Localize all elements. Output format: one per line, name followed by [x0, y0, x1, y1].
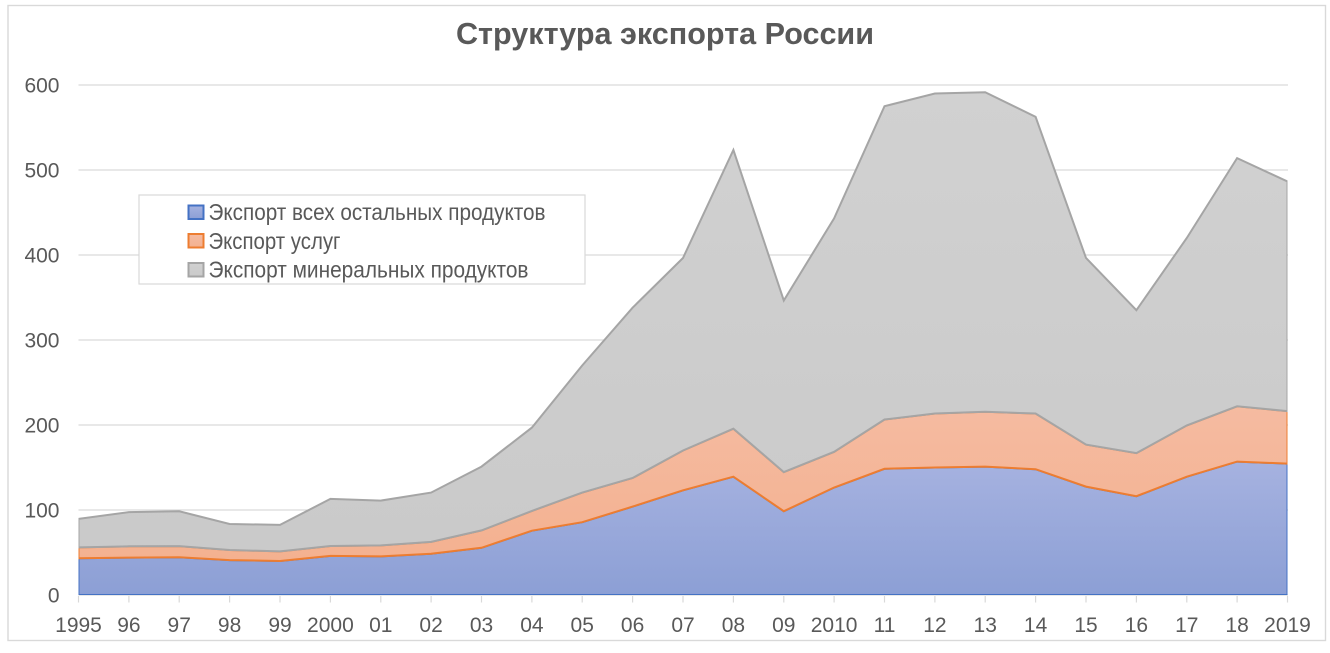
svg-text:Структура экспорта России: Структура экспорта России — [456, 16, 874, 51]
svg-text:98: 98 — [218, 614, 241, 637]
svg-text:Экспорт всех остальных продукт: Экспорт всех остальных продуктов — [209, 199, 546, 225]
svg-text:400: 400 — [24, 245, 59, 268]
svg-text:01: 01 — [369, 614, 392, 637]
svg-text:11: 11 — [874, 614, 896, 637]
svg-text:2000: 2000 — [307, 614, 354, 637]
svg-text:0: 0 — [48, 585, 60, 608]
svg-text:05: 05 — [571, 614, 594, 637]
svg-text:12: 12 — [923, 614, 946, 637]
svg-text:14: 14 — [1024, 614, 1048, 637]
svg-text:17: 17 — [1175, 614, 1198, 637]
svg-text:18: 18 — [1225, 614, 1248, 637]
svg-text:07: 07 — [671, 614, 694, 637]
svg-text:99: 99 — [268, 614, 291, 637]
svg-text:13: 13 — [974, 614, 997, 637]
svg-text:Экспорт услуг: Экспорт услуг — [209, 228, 341, 254]
svg-text:2019: 2019 — [1264, 614, 1311, 637]
svg-text:03: 03 — [470, 614, 493, 637]
svg-text:09: 09 — [772, 614, 795, 637]
svg-text:100: 100 — [24, 500, 59, 523]
svg-text:04: 04 — [520, 614, 544, 637]
svg-text:08: 08 — [722, 614, 745, 637]
svg-text:2010: 2010 — [811, 614, 858, 637]
svg-text:Экспорт минеральных продуктов: Экспорт минеральных продуктов — [209, 257, 529, 283]
svg-text:06: 06 — [621, 614, 644, 637]
svg-text:300: 300 — [24, 330, 59, 353]
svg-text:200: 200 — [24, 415, 59, 438]
svg-text:15: 15 — [1074, 614, 1097, 637]
svg-text:500: 500 — [24, 160, 59, 183]
svg-text:1995: 1995 — [55, 614, 102, 637]
svg-text:96: 96 — [117, 614, 140, 637]
svg-text:97: 97 — [168, 614, 191, 637]
svg-text:600: 600 — [24, 75, 59, 98]
svg-text:02: 02 — [419, 614, 442, 637]
svg-text:16: 16 — [1125, 614, 1148, 637]
